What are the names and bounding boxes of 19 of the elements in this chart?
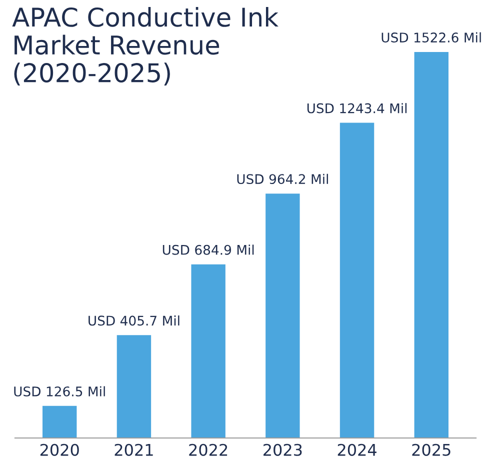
data-label: USD 1243.4 Mil bbox=[307, 103, 407, 114]
x-tick-label: 2024 bbox=[338, 444, 376, 456]
data-label: USD 1522.6 Mil bbox=[382, 32, 481, 42]
x-tick-label: 2025 bbox=[412, 444, 450, 456]
bar bbox=[414, 52, 448, 438]
bar bbox=[116, 335, 152, 438]
data-label: USD 126.5 Mil bbox=[14, 386, 105, 396]
chart-title: APAC Conductive Ink Market Revenue (2020-2025) bbox=[12, 7, 278, 86]
bar bbox=[266, 194, 300, 438]
data-label: USD 684.9 Mil bbox=[162, 244, 254, 255]
x-tick-label: 2022 bbox=[189, 444, 228, 456]
bar bbox=[340, 122, 374, 438]
data-label: USD 405.7 Mil bbox=[88, 315, 180, 326]
bar bbox=[191, 264, 226, 438]
x-tick-label: 2020 bbox=[40, 444, 79, 456]
data-label: USD 964.2 Mil bbox=[237, 174, 328, 184]
x-tick-label: 2023 bbox=[264, 444, 302, 456]
x-tick-label: 2021 bbox=[114, 444, 153, 456]
bar bbox=[42, 406, 77, 438]
